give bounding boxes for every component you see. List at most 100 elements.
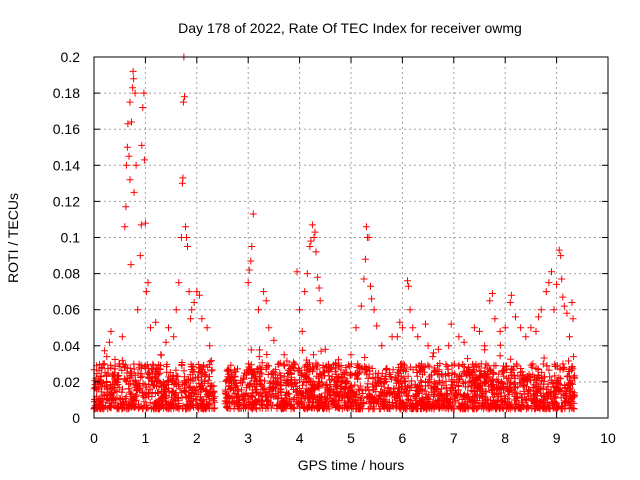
- data-point: [145, 389, 153, 397]
- data-point: [518, 376, 526, 384]
- data-point: [197, 399, 205, 407]
- data-point: [261, 377, 268, 385]
- data-point: [553, 400, 560, 408]
- data-point: [265, 387, 273, 395]
- grid-lines: [94, 57, 608, 418]
- data-point: [400, 399, 408, 407]
- data-point: [207, 357, 215, 365]
- data-point: [451, 397, 459, 405]
- data-point: [118, 400, 126, 408]
- data-point: [362, 385, 370, 393]
- data-point: [206, 373, 213, 381]
- data-point: [132, 161, 140, 169]
- data-point: [133, 383, 141, 391]
- data-point: [340, 385, 348, 393]
- data-point: [324, 367, 332, 375]
- data-point: [425, 391, 433, 399]
- data-point: [486, 405, 494, 413]
- data-point: [486, 365, 494, 373]
- data-point: [571, 374, 579, 382]
- axis-ticks: [93, 56, 609, 419]
- data-point: [544, 383, 552, 391]
- data-point: [473, 374, 481, 382]
- data-point: [96, 405, 104, 413]
- y-tick-label: 0.18: [53, 85, 80, 101]
- data-point: [281, 391, 289, 399]
- data-point: [503, 362, 510, 370]
- data-point: [142, 288, 150, 296]
- y-axis-label: ROTI / TECUs: [5, 193, 21, 283]
- data-point: [319, 381, 327, 389]
- data-point: [312, 359, 320, 367]
- data-point: [330, 388, 338, 396]
- data-point: [210, 405, 218, 413]
- data-point: [155, 383, 163, 391]
- data-point: [255, 306, 262, 314]
- data-point: [319, 362, 327, 369]
- data-point: [270, 336, 278, 344]
- y-tick-label: 0: [72, 410, 80, 426]
- data-point: [541, 394, 549, 402]
- data-point: [358, 364, 366, 372]
- data-point: [127, 261, 135, 269]
- data-point: [448, 377, 456, 385]
- data-point: [401, 361, 408, 369]
- data-point: [467, 377, 475, 385]
- data-point: [384, 384, 392, 392]
- data-point: [315, 404, 323, 412]
- data-point: [136, 252, 144, 260]
- data-point: [204, 363, 212, 371]
- data-point: [287, 402, 295, 410]
- data-point: [499, 405, 507, 412]
- data-point: [283, 357, 291, 365]
- data-point: [499, 367, 506, 375]
- data-point: [454, 383, 462, 390]
- data-point: [560, 302, 568, 310]
- y-tick-label: 0.02: [53, 374, 80, 390]
- data-point: [226, 398, 234, 406]
- data-point: [326, 363, 334, 371]
- data-point: [296, 306, 304, 314]
- data-point: [343, 404, 351, 412]
- data-point: [559, 293, 567, 301]
- data-point: [189, 397, 197, 405]
- data-point: [111, 362, 119, 370]
- data-point: [396, 361, 404, 368]
- data-point: [373, 322, 381, 330]
- data-point: [378, 342, 386, 350]
- data-point: [162, 403, 170, 411]
- data-point: [174, 403, 182, 411]
- data-point: [385, 369, 393, 377]
- data-point: [566, 333, 573, 341]
- data-point: [249, 210, 257, 218]
- data-point: [93, 386, 101, 394]
- data-point: [126, 98, 134, 106]
- data-point: [354, 393, 362, 401]
- data-point: [566, 387, 574, 395]
- data-point: [108, 390, 116, 398]
- data-point: [294, 365, 302, 372]
- data-point: [100, 360, 108, 368]
- data-point: [398, 324, 406, 332]
- data-point: [422, 378, 429, 386]
- data-point: [97, 372, 105, 380]
- data-point: [250, 404, 258, 412]
- data-point: [332, 360, 340, 368]
- data-point: [522, 396, 530, 403]
- data-point: [267, 378, 275, 386]
- data-point: [552, 393, 560, 401]
- data-point: [141, 219, 149, 227]
- data-point: [193, 288, 201, 296]
- data-point: [502, 363, 510, 371]
- data-point: [351, 396, 359, 404]
- data-point: [180, 377, 188, 385]
- data-point: [354, 374, 362, 382]
- data-point: [491, 391, 498, 398]
- data-point: [379, 380, 387, 388]
- x-tick-label: 3: [244, 430, 252, 446]
- data-point: [546, 388, 554, 396]
- data-point: [128, 369, 136, 377]
- data-point: [462, 383, 469, 391]
- data-point: [414, 333, 422, 341]
- data-point: [195, 379, 203, 387]
